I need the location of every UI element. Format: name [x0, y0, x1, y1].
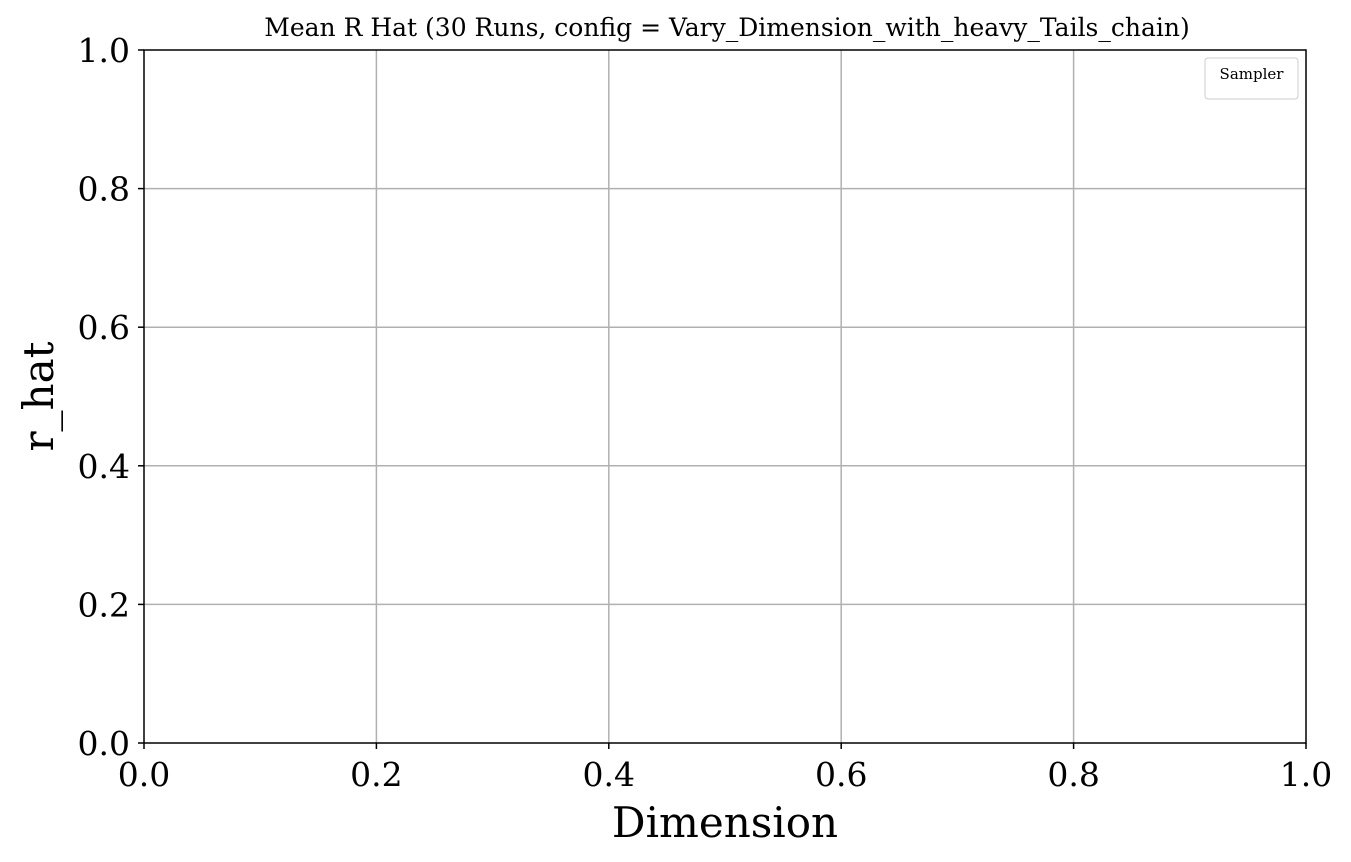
x-tick-label: 1.0 [1280, 755, 1332, 794]
y-axis-label: r_hat [14, 341, 63, 451]
x-tick-label: 0.8 [1047, 755, 1099, 794]
y-tick-label: 1.0 [78, 31, 130, 70]
x-tick-label: 0.0 [118, 755, 170, 794]
axis-ticks: 0.0 0.2 0.4 0.6 0.8 1.0 0.0 0.2 0.4 0.6 0.8 1.0 [78, 31, 1333, 794]
y-tick-label: 0.0 [78, 724, 130, 763]
x-tick-label: 0.2 [350, 755, 402, 794]
x-tick-label: 0.6 [815, 755, 867, 794]
legend-box [1204, 57, 1299, 100]
x-tick-label: 0.4 [583, 755, 635, 794]
grid [144, 50, 1306, 743]
plot-area-frame [143, 49, 1307, 744]
x-axis-label: Dimension [612, 798, 838, 847]
chart-title: Mean R Hat (30 Runs, config = Vary_Dimen… [264, 13, 1190, 42]
y-tick-label: 0.6 [78, 308, 130, 347]
legend-title: Sampler [1220, 65, 1285, 83]
y-tick-label: 0.2 [78, 585, 130, 624]
legend: Sampler [1204, 57, 1299, 100]
y-tick-label: 0.8 [78, 170, 130, 209]
y-tick-label: 0.4 [78, 447, 130, 486]
